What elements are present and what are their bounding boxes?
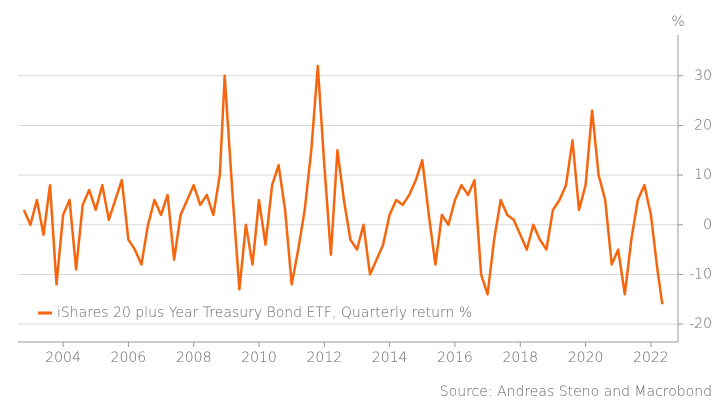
- x-tick-label: 2022: [633, 350, 669, 366]
- y-tick-label: -10: [689, 266, 712, 282]
- y-tick-label: 10: [694, 167, 712, 183]
- x-tick-label: 2006: [111, 350, 147, 366]
- y-tick-label: 0: [703, 217, 712, 233]
- x-tick-label: 2010: [241, 350, 277, 366]
- source: Source: Andreas Steno and Macrobond: [440, 384, 712, 400]
- x-tick-label: 2018: [502, 350, 538, 366]
- x-tick-label: 2016: [437, 350, 473, 366]
- x-tick-label: 2020: [568, 350, 604, 366]
- y-tick-label: 20: [694, 117, 712, 133]
- y-tick-label: 30: [694, 68, 712, 84]
- x-tick-label: 2012: [307, 350, 343, 366]
- x-tick-label: 2008: [176, 350, 212, 366]
- x-tick-label: 2014: [372, 350, 408, 366]
- y-tick-label: -20: [689, 316, 712, 332]
- line-series: [22, 64, 664, 305]
- x-tick-label: 2004: [45, 350, 81, 366]
- y-unit: %: [671, 14, 684, 30]
- legend-label: iShares 20 plus Year Treasury Bond ETF, …: [57, 305, 472, 321]
